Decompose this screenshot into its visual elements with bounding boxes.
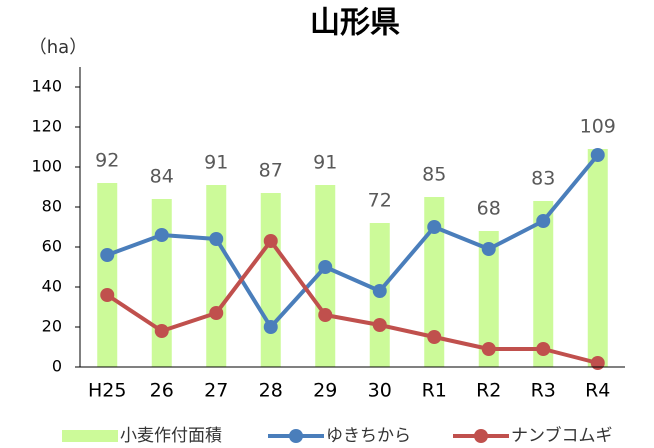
- point: [154, 324, 169, 338]
- y-tick-label: 100: [31, 157, 62, 176]
- data-label: 68: [477, 198, 501, 220]
- data-label: 92: [95, 150, 119, 172]
- legend-label: ナンブコムギ: [511, 425, 613, 446]
- point: [372, 284, 387, 298]
- legend-swatch: [474, 429, 488, 443]
- y-tick-label: 120: [31, 117, 62, 136]
- y-tick-label: 60: [42, 237, 62, 256]
- line: [106, 153, 600, 329]
- x-tick-label: 28: [259, 380, 283, 402]
- bar: [587, 149, 608, 367]
- point: [209, 306, 224, 320]
- point: [427, 330, 442, 344]
- point: [590, 356, 605, 370]
- data-label: 84: [150, 166, 174, 188]
- data-label: 85: [422, 164, 446, 186]
- legend-label: ゆきちから: [326, 426, 411, 446]
- bar: [97, 183, 118, 367]
- point: [263, 234, 278, 248]
- point: [100, 288, 115, 302]
- point: [590, 148, 605, 162]
- bar: [478, 231, 499, 367]
- y-tick-label: 0: [52, 357, 62, 376]
- bar: [424, 197, 445, 367]
- bar: [533, 201, 554, 367]
- point: [536, 342, 551, 356]
- data-label: 72: [368, 190, 392, 212]
- data-label: 91: [204, 152, 228, 174]
- data-label: 87: [259, 160, 283, 182]
- line: [106, 239, 599, 365]
- x-tick-label: 30: [368, 380, 392, 402]
- x-tick-label: 27: [204, 380, 228, 402]
- y-axis-label: （ha）: [29, 37, 87, 58]
- legend-label: 小麦作付面積: [120, 426, 222, 446]
- y-tick-label: 20: [42, 317, 62, 336]
- y-tick-label: 80: [42, 197, 62, 216]
- point: [536, 214, 551, 228]
- point: [154, 228, 169, 242]
- x-tick-label: 29: [313, 380, 337, 402]
- x-tick-label: 26: [150, 380, 174, 402]
- point: [481, 242, 496, 256]
- x-tick-label: R3: [531, 380, 556, 402]
- bar: [315, 185, 336, 367]
- bar: [206, 185, 227, 367]
- legend-swatch: [289, 429, 303, 443]
- legend-swatch: [62, 430, 118, 442]
- point: [318, 308, 333, 322]
- x-tick-label: R1: [422, 380, 447, 402]
- point: [372, 318, 387, 332]
- x-tick-label: H25: [88, 380, 126, 402]
- data-label: 83: [531, 168, 555, 190]
- y-tick-label: 40: [42, 277, 62, 296]
- point: [209, 232, 224, 246]
- chart-title: 山形県: [310, 6, 400, 41]
- point: [481, 342, 496, 356]
- point: [427, 220, 442, 234]
- bar: [151, 199, 172, 367]
- x-tick-label: R2: [476, 380, 501, 402]
- x-tick-label: R4: [585, 380, 610, 402]
- data-label: 91: [313, 152, 337, 174]
- data-label: 109: [580, 116, 616, 138]
- point: [318, 260, 333, 274]
- y-tick-label: 140: [31, 77, 62, 96]
- point: [263, 320, 278, 334]
- bar: [260, 193, 281, 367]
- point: [100, 248, 115, 262]
